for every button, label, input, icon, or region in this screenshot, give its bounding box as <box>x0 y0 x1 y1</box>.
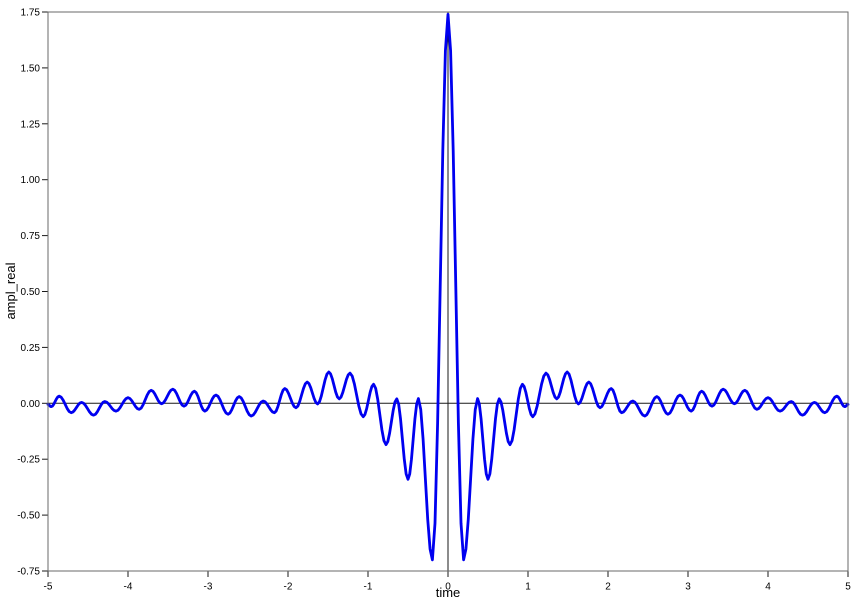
x-axis-title: time <box>436 585 461 600</box>
y-tick-label: 0.75 <box>21 231 41 242</box>
x-tick-label: -5 <box>44 581 53 592</box>
waveform-curve <box>46 12 850 562</box>
y-tick-label: 0.25 <box>21 343 41 354</box>
x-tick-label: 1 <box>525 581 531 592</box>
x-tick-label: 2 <box>605 581 611 592</box>
y-tick-label: 1.25 <box>21 119 41 130</box>
x-tick-label: -4 <box>124 581 133 592</box>
y-tick-label: 0.00 <box>21 399 41 410</box>
x-tick-label: 4 <box>765 581 771 592</box>
x-tick-label: -3 <box>204 581 213 592</box>
y-tick-label: 1.50 <box>21 63 41 74</box>
x-axis-ticks: -5 -4 -3 -2 -1 0 1 2 3 4 5 <box>44 571 851 592</box>
y-tick-label: 1.75 <box>21 8 41 19</box>
y-tick-label: 1.00 <box>21 175 41 186</box>
y-tick-label: 0.50 <box>21 287 41 298</box>
x-tick-label: 5 <box>845 581 851 592</box>
y-axis-title: ampl_real <box>3 262 18 319</box>
y-axis-ticks: 1.75 1.50 1.25 1.00 0.75 0.50 0.25 0.00 -0.25 -0.… <box>17 8 48 578</box>
y-tick-label: -0.50 <box>17 511 40 522</box>
y-tick-label: -0.75 <box>17 567 40 578</box>
plot-frame-border <box>47 11 849 572</box>
x-tick-label: -2 <box>284 581 293 592</box>
x-tick-label: 0 <box>445 581 451 592</box>
y-tick-label: -0.25 <box>17 455 40 466</box>
x-tick-label: -1 <box>364 581 373 592</box>
x-tick-label: 3 <box>685 581 691 592</box>
